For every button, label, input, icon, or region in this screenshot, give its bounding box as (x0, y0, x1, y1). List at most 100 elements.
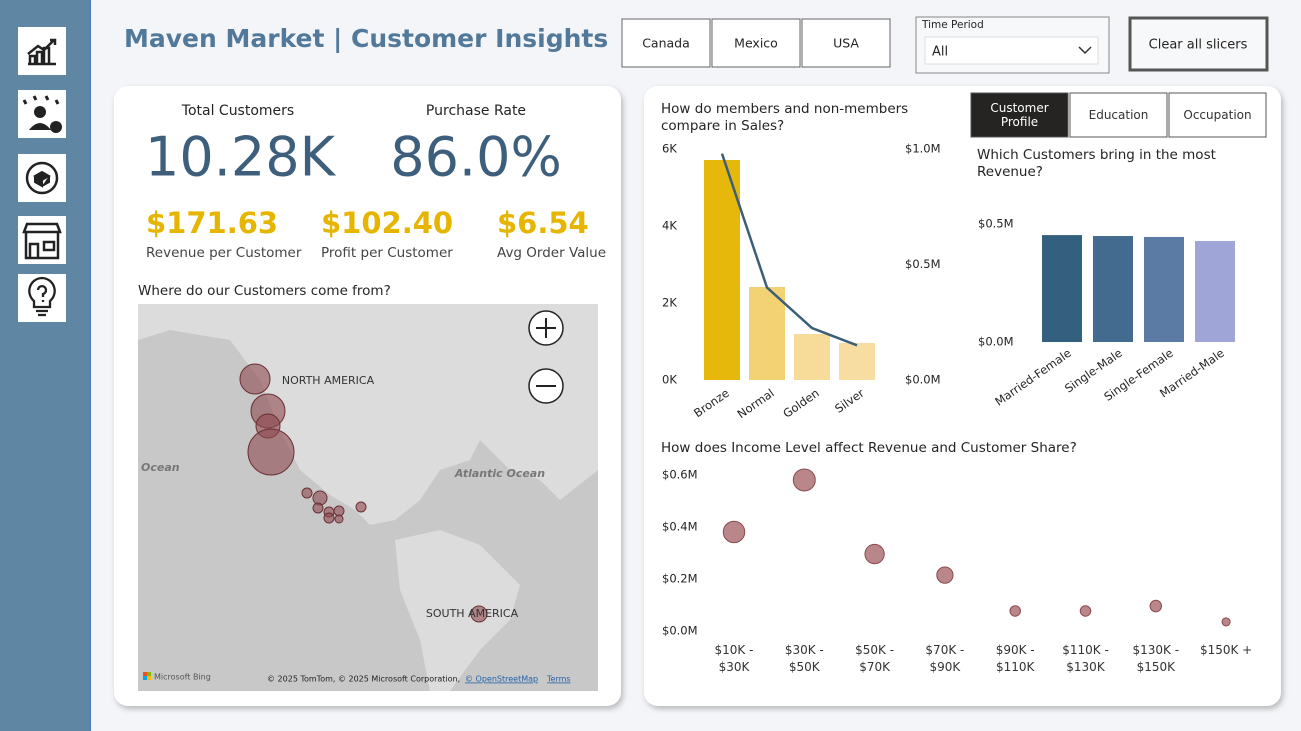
bubble (864, 543, 885, 565)
icon-glyph (34, 106, 46, 118)
country-button[interactable] (621, 18, 711, 68)
icon-glyph (50, 121, 62, 133)
page-title: Maven Market | Customer Insights (124, 24, 608, 53)
x-tick-box: $10K - $30K (714, 643, 754, 674)
slicer-dropdown[interactable] (924, 36, 1099, 65)
x-tick-label: $50K - $70K (855, 643, 895, 674)
terms-link[interactable]: Terms (546, 675, 571, 684)
bar (1195, 240, 1235, 342)
country-button-label: USA (833, 36, 859, 51)
map-brand: Microsoft Bing (154, 673, 211, 682)
bar (839, 343, 875, 380)
map-land (138, 304, 598, 525)
map[interactable]: NORTH AMERICA Ocean Atlantic Ocean SOUTH… (138, 304, 598, 691)
y-tick-label: 2K (662, 296, 677, 310)
y2-tick-label: $0.5M (905, 257, 941, 271)
kpi-value: 10.28K (145, 126, 337, 189)
bubble (1149, 599, 1163, 613)
slicer-value: All (932, 45, 948, 60)
icon-glyph (22, 95, 60, 105)
map-bubble (334, 514, 344, 524)
bar (1042, 235, 1082, 342)
brand-logo (143, 676, 147, 680)
kpi-label: Purchase Rate (426, 103, 526, 119)
bar (1144, 236, 1184, 342)
map-label: NORTH AMERICA (282, 374, 375, 387)
nav-icons[interactable] (18, 27, 66, 322)
x-tick-box: $90K - $110K (995, 643, 1035, 674)
x-tick-label: $90K - $110K (995, 643, 1035, 674)
sub-kpi-value: $6.54 (497, 206, 589, 240)
x-tick-box: $50K - $70K (855, 643, 895, 674)
map-bubbles (239, 363, 488, 623)
bubble (1009, 605, 1021, 617)
bar (1093, 236, 1133, 342)
y-tick-label: 6K (662, 142, 677, 156)
x-tick-label: $110K - $130K (1062, 643, 1109, 674)
tab[interactable] (1168, 92, 1267, 138)
osm-link[interactable]: © OpenStreetMap (465, 675, 538, 684)
chart-title: Which Customers bring in the most Revenu… (977, 147, 1216, 180)
map-bubble (470, 605, 488, 623)
tab[interactable] (970, 92, 1069, 138)
icon-glyph (22, 222, 62, 260)
clear-button[interactable] (1128, 16, 1269, 72)
map-bubble (247, 428, 295, 476)
x-tick-box: $150K + (1199, 643, 1253, 657)
x-tick-box: $130K - $150K (1132, 643, 1180, 674)
brand-logo (143, 672, 147, 676)
tab-label-box: Education (1088, 108, 1149, 122)
x-tick-label: $30K - $50K (784, 643, 824, 674)
kpi-value: 86.0% (390, 126, 562, 189)
country-button[interactable] (711, 18, 801, 68)
x-tick-label: $10K - $30K (714, 643, 754, 674)
map-bubble (312, 502, 324, 514)
chart-title: How do members and non-members compare i… (661, 101, 909, 134)
line (720, 153, 858, 347)
country-button-label: Mexico (734, 36, 778, 51)
x-tick-box: $70K - $90K (925, 643, 964, 674)
icon-glyph (29, 123, 51, 130)
bubble (792, 468, 816, 492)
icon-glyph (25, 161, 59, 195)
x-tick-label: $150K + (1199, 643, 1253, 657)
icon-glyph (27, 38, 57, 66)
map-label: SOUTH AMERICA (426, 607, 519, 620)
y2-tick-label: $0.0M (905, 373, 941, 387)
chart-title-box: How do members and non-members compare i… (661, 101, 909, 134)
bubble (722, 520, 746, 544)
icon-glyph (28, 276, 56, 317)
map-label: Ocean (141, 461, 180, 474)
bar (794, 333, 830, 380)
x-tick-label: $130K - $150K (1132, 643, 1180, 674)
clear-button-label: Clear all slicers (1149, 38, 1248, 53)
map-bubble (301, 487, 313, 499)
zoom-glyph (536, 318, 556, 338)
y-tick-label: $0.4M (662, 520, 698, 534)
tab-label: Occupation (1183, 108, 1252, 122)
tab-label: Education (1088, 108, 1149, 122)
x-tick-box: $30K - $50K (784, 643, 824, 674)
dropdown-arrow (1078, 46, 1092, 55)
y-tick-label: $0.0M (662, 624, 698, 638)
sub-kpi-value: $171.63 (146, 206, 278, 240)
y-tick-label: 4K (662, 219, 677, 233)
country-button[interactable] (801, 18, 891, 68)
sub-kpi-label: Profit per Customer (321, 245, 453, 261)
map-title: Where do our Customers come from? (138, 283, 391, 299)
sub-kpi-label: Avg Order Value (497, 245, 606, 261)
tab[interactable] (1069, 92, 1168, 138)
brand-logo (147, 672, 151, 676)
brand-logo (147, 676, 151, 680)
country-button-label: Canada (642, 36, 690, 51)
chart-title-box: Which Customers bring in the most Revenu… (977, 147, 1216, 180)
map-land (395, 530, 520, 691)
map-bubble (323, 512, 335, 524)
chart-title: How does Income Level affect Revenue and… (661, 440, 1077, 456)
map-bubble (355, 501, 367, 513)
slicer-label: Time Period (921, 19, 984, 31)
y-tick-label: $0.2M (662, 572, 698, 586)
bar (749, 286, 785, 380)
